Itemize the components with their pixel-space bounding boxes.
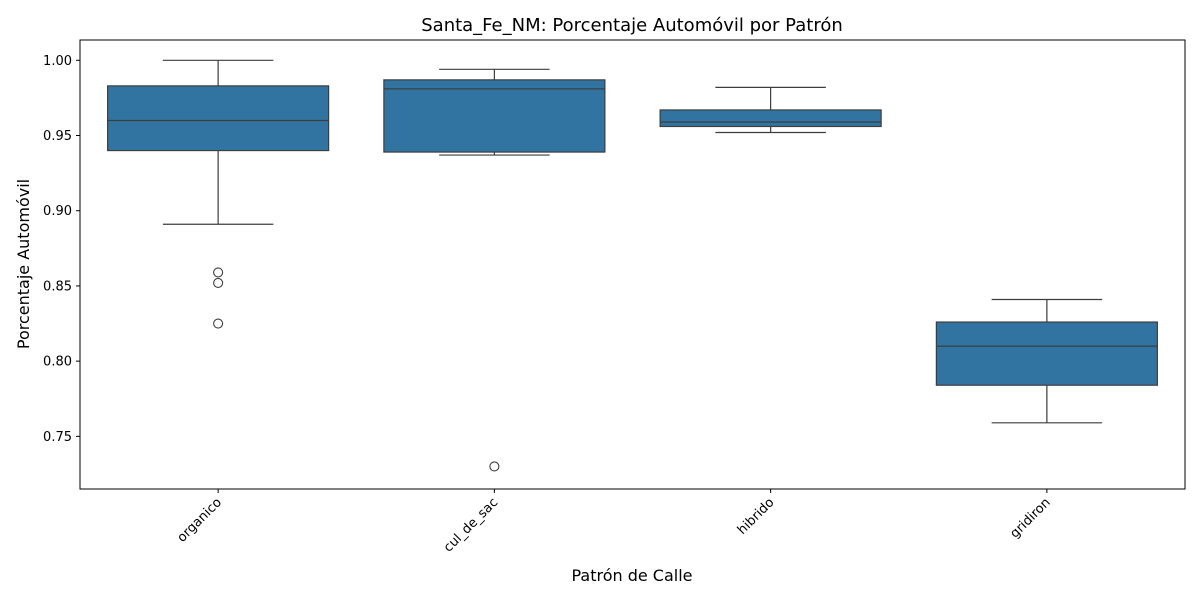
- plot-frame: [79, 39, 1186, 490]
- x-tick-label: cul_de_sac: [441, 495, 501, 555]
- y-tick-label: 0.85: [43, 279, 72, 294]
- x-tick-label: hibrido: [735, 495, 778, 538]
- y-tick-label: 0.90: [43, 204, 72, 219]
- chart-title: Santa_Fe_NM: Porcentaje Automóvil por Pa…: [421, 15, 843, 36]
- iqr-box: [935, 321, 1158, 386]
- plot-area: 0.75 0.80 0.85 0.90 0.95 1.00 organico cul_de_s…: [43, 54, 1158, 555]
- y-tick-label: 0.80: [43, 355, 72, 370]
- y-tick-label: 0.95: [43, 129, 72, 144]
- outlier-point: [489, 461, 500, 472]
- iqr-box: [383, 79, 606, 153]
- y-tick-label: 0.75: [43, 430, 72, 445]
- x-tick-label: organico: [175, 495, 225, 545]
- iqr-box: [659, 109, 882, 128]
- x-axis-label: Patrón de Calle: [571, 566, 692, 585]
- outlier-point: [213, 318, 224, 329]
- y-tick-label: 1.00: [43, 54, 72, 69]
- outlier-point: [213, 277, 224, 288]
- y-axis-label: Porcentaje Automóvil: [14, 179, 33, 349]
- iqr-box: [107, 85, 330, 152]
- outlier-point: [213, 267, 224, 278]
- x-tick-label: gridiron: [1008, 495, 1054, 541]
